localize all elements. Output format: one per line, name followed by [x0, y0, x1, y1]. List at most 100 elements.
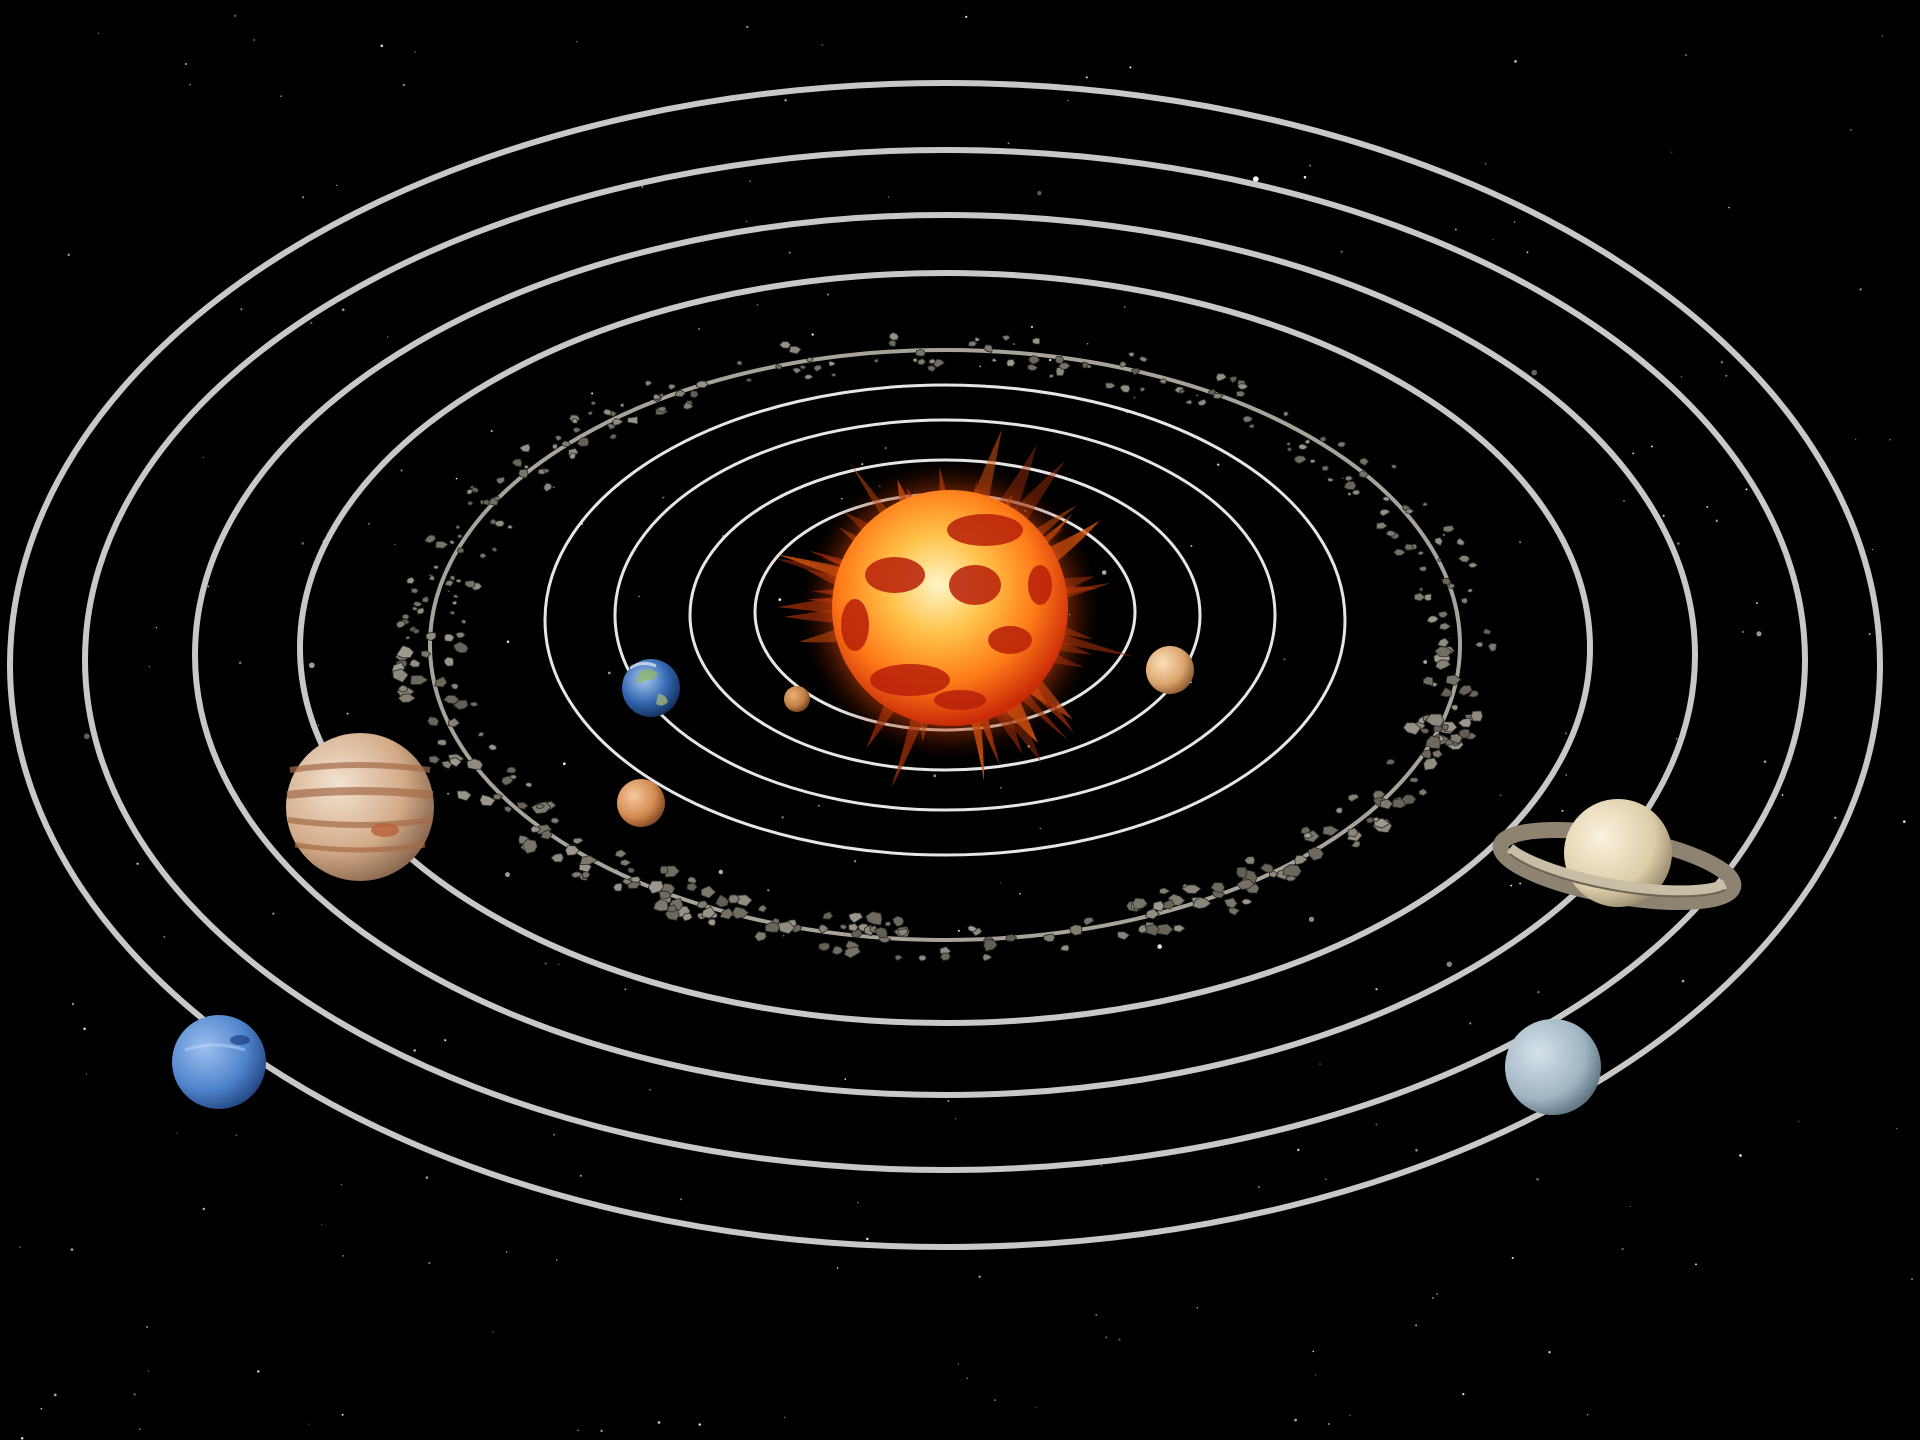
star — [552, 486, 555, 489]
star — [1871, 548, 1873, 551]
star — [1086, 342, 1089, 345]
asteroid — [686, 882, 698, 892]
asteroid — [1327, 477, 1335, 483]
asteroid — [983, 344, 993, 353]
star — [1650, 445, 1653, 448]
asteroid — [818, 942, 831, 952]
star — [781, 816, 784, 819]
star — [1190, 544, 1193, 547]
star — [97, 32, 100, 35]
star — [1007, 142, 1010, 145]
star — [1013, 343, 1015, 345]
asteroid — [449, 575, 456, 581]
asteroid — [621, 878, 633, 885]
asteroid — [1418, 788, 1428, 797]
asteroid — [659, 865, 669, 875]
orbit-earth — [613, 418, 1277, 812]
star — [155, 627, 157, 629]
asteroid — [1343, 481, 1357, 491]
star — [1629, 1205, 1631, 1207]
asteroid — [696, 900, 709, 909]
asteroid — [1237, 383, 1249, 390]
asteroid — [915, 348, 926, 357]
star — [234, 14, 237, 17]
star — [1680, 376, 1682, 378]
asteroid — [1457, 717, 1472, 728]
asteroid — [1116, 931, 1131, 941]
asteroid — [1131, 897, 1148, 910]
asteroid — [447, 717, 461, 728]
asteroid — [1456, 537, 1465, 546]
star — [767, 889, 770, 892]
asteroid — [1335, 807, 1343, 814]
star — [756, 303, 759, 306]
star — [505, 872, 510, 878]
asteroid — [831, 945, 844, 956]
asteroid — [1286, 441, 1291, 447]
star — [1348, 492, 1351, 496]
asteroid — [974, 337, 981, 342]
asteroid — [1441, 723, 1449, 731]
asteroid — [1303, 832, 1314, 839]
asteroid — [410, 587, 419, 594]
star — [272, 912, 275, 915]
star — [1252, 176, 1259, 182]
star — [680, 1198, 683, 1201]
star — [1303, 175, 1307, 179]
star — [54, 1393, 57, 1397]
star — [1325, 1178, 1327, 1180]
star — [1902, 820, 1906, 823]
asteroid — [510, 774, 518, 780]
asteroid — [1393, 548, 1406, 557]
asteroid — [1322, 825, 1340, 837]
star — [310, 321, 313, 325]
star — [947, 1100, 950, 1102]
star — [448, 590, 450, 592]
star — [83, 1027, 86, 1031]
star — [1157, 944, 1163, 949]
asteroid — [1032, 337, 1041, 345]
asteroid — [991, 357, 998, 363]
star — [649, 1089, 651, 1091]
asteroid — [453, 699, 469, 710]
star — [1911, 1278, 1913, 1280]
asteroid — [434, 676, 448, 688]
asteroid-belt — [391, 332, 1497, 962]
asteroid — [1213, 392, 1224, 400]
asteroid — [561, 440, 572, 448]
asteroid — [657, 406, 667, 413]
asteroid — [540, 829, 553, 840]
asteroid — [644, 380, 653, 387]
star — [1739, 1154, 1742, 1157]
star — [70, 1248, 74, 1251]
asteroid — [425, 632, 437, 642]
star — [1756, 631, 1762, 637]
saturn — [1492, 799, 1742, 910]
asteroid — [488, 743, 498, 751]
asteroid — [1417, 550, 1424, 556]
asteroid — [707, 918, 717, 927]
asteroid — [1358, 470, 1370, 479]
asteroid — [579, 855, 599, 865]
asteroid — [449, 757, 463, 768]
star — [1720, 360, 1724, 364]
star — [844, 1078, 847, 1081]
asteroid — [406, 576, 415, 585]
star — [624, 988, 627, 991]
star — [1436, 1293, 1438, 1295]
star — [1889, 438, 1891, 441]
asteroid — [564, 845, 580, 856]
asteroid — [1294, 455, 1307, 465]
asteroid — [1294, 855, 1308, 866]
mercury — [784, 686, 810, 712]
asteroid — [395, 645, 415, 659]
asteroid — [1236, 390, 1246, 398]
asteroid — [612, 418, 624, 426]
asteroid — [1058, 362, 1071, 370]
sun — [775, 428, 1134, 788]
asteroid — [587, 411, 593, 416]
asteroid — [1482, 628, 1492, 635]
asteroid — [570, 871, 584, 879]
star — [811, 333, 814, 336]
mars — [617, 779, 665, 827]
